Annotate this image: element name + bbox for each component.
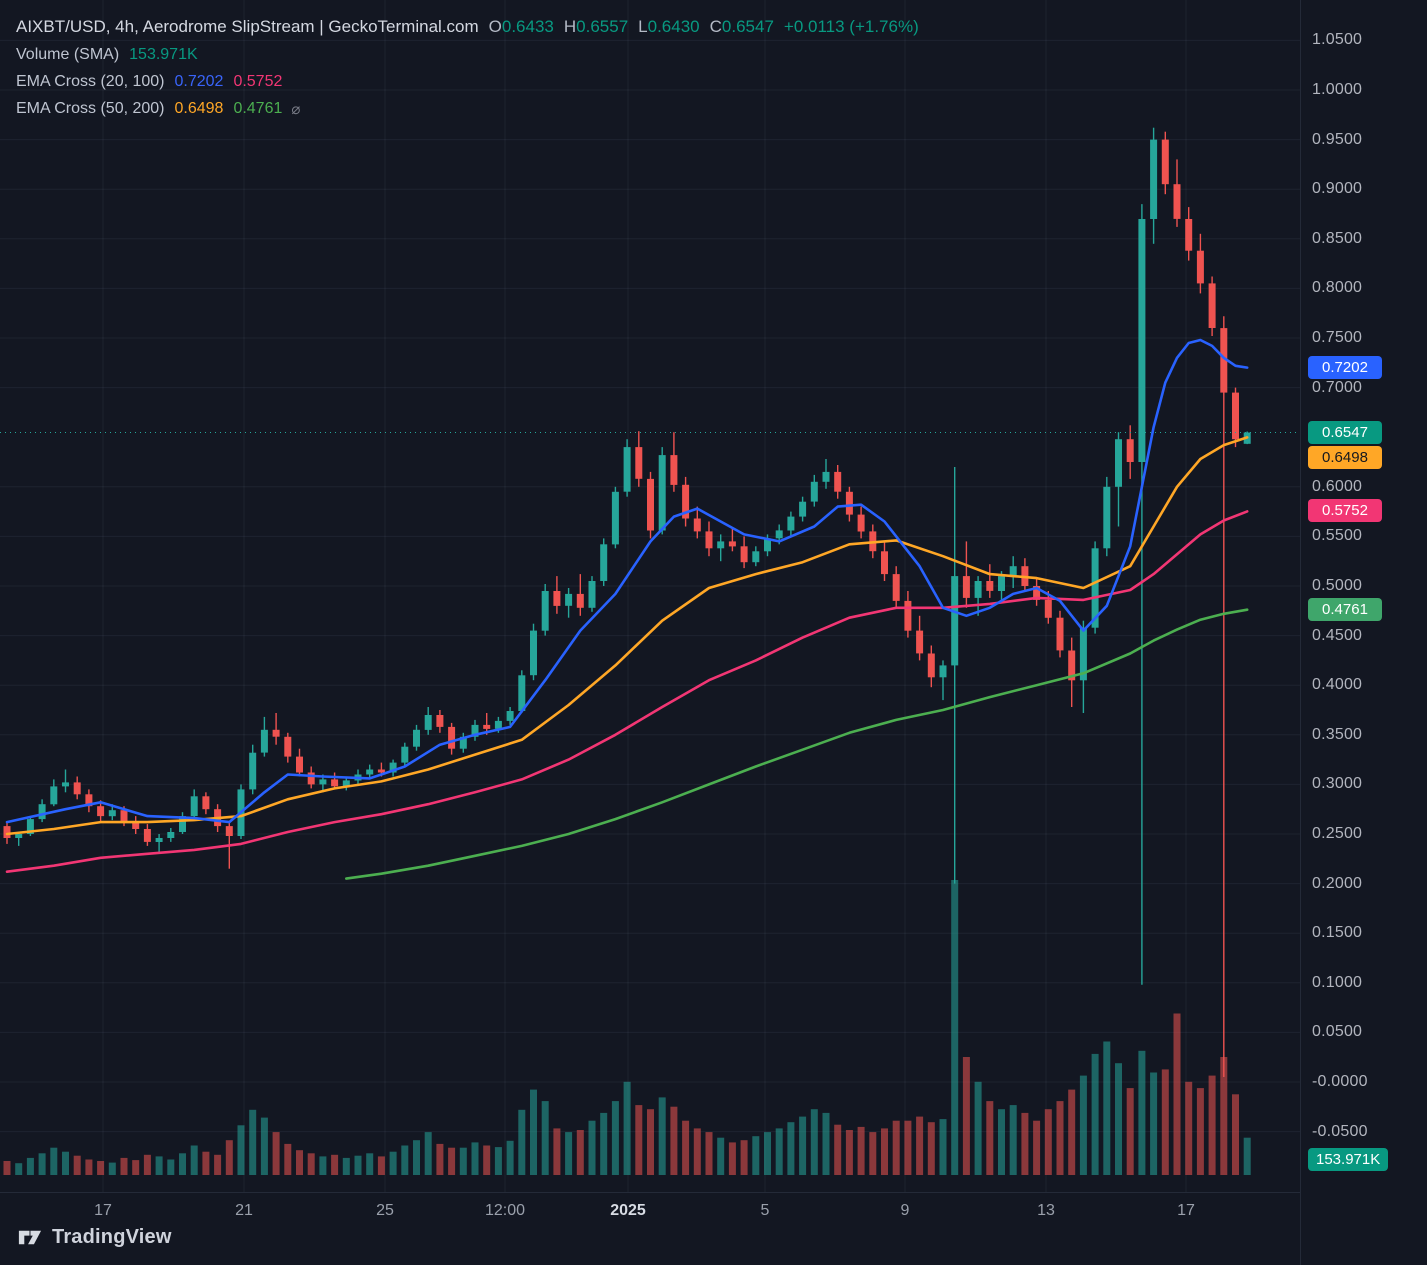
tradingview-logo[interactable]: TradingView bbox=[16, 1224, 172, 1251]
price-axis[interactable]: 1.0500 1.0000 0.9500 0.9000 0.8500 0.8000 0.75… bbox=[1300, 0, 1427, 1265]
price-tick-label: 0.9500 bbox=[1312, 130, 1363, 148]
price-badge: 153.971K bbox=[1308, 1148, 1389, 1171]
open-label: O bbox=[488, 16, 502, 36]
time-tick-label: 17 bbox=[94, 1202, 112, 1219]
volume-value: 153.971K bbox=[129, 45, 198, 63]
time-tick-label: 2025 bbox=[610, 1202, 646, 1219]
low-value: 0.6430 bbox=[647, 16, 700, 36]
ema100-value: 0.5752 bbox=[233, 72, 283, 90]
price-tick-label: 0.1500 bbox=[1312, 924, 1363, 942]
legend-symbol-row[interactable]: AIXBT/USD, 4h, Aerodrome SlipStream | Ge… bbox=[16, 12, 919, 41]
price-tick-label: -0.0000 bbox=[1312, 1073, 1368, 1090]
time-tick-label: 9 bbox=[900, 1202, 910, 1219]
ema-cross-20-100-label: EMA Cross (20, 100) bbox=[16, 72, 165, 90]
tradingview-mark-icon bbox=[18, 1230, 42, 1245]
high-value: 0.6557 bbox=[576, 16, 629, 36]
tradingview-brand-text: TradingView bbox=[52, 1226, 172, 1248]
change-value: +0.0113 (+1.76%) bbox=[783, 16, 919, 36]
price-badge: 0.6498 bbox=[1308, 446, 1382, 469]
time-tick-label: 25 bbox=[376, 1202, 394, 1219]
time-tick-label: 12:00 bbox=[484, 1202, 526, 1219]
price-tick-label: 0.4500 bbox=[1312, 626, 1363, 644]
close-value: 0.6547 bbox=[721, 16, 774, 36]
time-axis[interactable]: 17 21 25 12:00 2025 5 9 13 17 bbox=[0, 1192, 1300, 1231]
close-label: C bbox=[709, 16, 722, 36]
time-tick-label: 17 bbox=[1177, 1202, 1195, 1219]
price-tick-label: -0.0500 bbox=[1312, 1122, 1368, 1140]
price-tick-label: 0.9000 bbox=[1312, 180, 1363, 198]
ema50-value: 0.6498 bbox=[174, 99, 224, 117]
price-tick-label: 0.8000 bbox=[1312, 279, 1363, 297]
time-tick-label: 13 bbox=[1037, 1202, 1055, 1219]
price-tick-label: 0.3500 bbox=[1312, 725, 1363, 743]
low-label: L bbox=[638, 16, 648, 36]
price-tick-label: 0.4000 bbox=[1312, 676, 1363, 694]
time-tick-label: 21 bbox=[235, 1202, 253, 1219]
price-tick-label: 0.7000 bbox=[1312, 378, 1363, 396]
ema20-value: 0.7202 bbox=[174, 72, 224, 90]
price-tick-label: 0.8500 bbox=[1312, 229, 1363, 247]
price-tick-label: 0.3000 bbox=[1312, 775, 1363, 793]
price-tick-label: 1.0000 bbox=[1312, 81, 1363, 98]
price-tick-label: 0.2000 bbox=[1312, 874, 1363, 892]
chart-canvas[interactable] bbox=[0, 0, 1300, 1192]
price-tick-label: 0.5500 bbox=[1312, 527, 1363, 545]
price-badge: 0.5752 bbox=[1308, 499, 1382, 522]
price-tick-label: 0.7500 bbox=[1312, 329, 1363, 346]
legend: AIXBT/USD, 4h, Aerodrome SlipStream | Ge… bbox=[16, 12, 919, 122]
indicator-hidden-icon[interactable]: ⌀ bbox=[291, 100, 301, 118]
symbol-title: AIXBT/USD, 4h, Aerodrome SlipStream | Ge… bbox=[16, 16, 479, 36]
price-tick-label: 0.1000 bbox=[1312, 973, 1363, 991]
price-tick-label: 1.0500 bbox=[1312, 31, 1363, 49]
price-badge: 0.6547 bbox=[1308, 421, 1382, 444]
price-tick-label: 0.5000 bbox=[1312, 577, 1363, 594]
ema-cross-50-200-label: EMA Cross (50, 200) bbox=[16, 99, 165, 117]
ema200-value: 0.4761 bbox=[233, 99, 283, 117]
legend-ema-cross-50-200-row[interactable]: EMA Cross (50, 200) 0.6498 0.4761 ⌀ bbox=[16, 95, 919, 122]
price-tick-label: 0.6000 bbox=[1312, 477, 1363, 495]
price-badge: 0.4761 bbox=[1308, 598, 1382, 621]
legend-volume-row[interactable]: Volume (SMA) 153.971K bbox=[16, 41, 919, 68]
volume-label: Volume (SMA) bbox=[16, 45, 120, 63]
price-tick-label: 0.2500 bbox=[1312, 825, 1363, 842]
legend-ema-cross-20-100-row[interactable]: EMA Cross (20, 100) 0.7202 0.5752 bbox=[16, 68, 919, 95]
price-badge: 0.7202 bbox=[1308, 356, 1382, 379]
high-label: H bbox=[563, 16, 577, 36]
open-value: 0.6433 bbox=[501, 16, 554, 36]
time-tick-label: 5 bbox=[760, 1202, 770, 1219]
price-tick-label: 0.0500 bbox=[1312, 1023, 1363, 1041]
